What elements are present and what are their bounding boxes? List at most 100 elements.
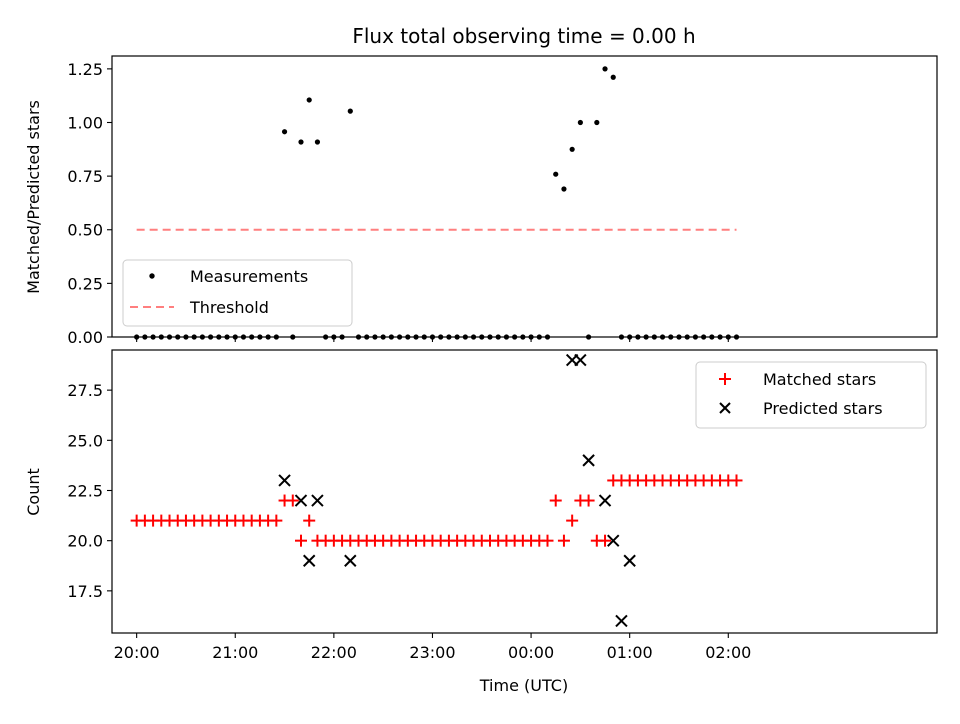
- matched-stars-point: [730, 474, 743, 487]
- x-tick-label: 22:00: [311, 643, 357, 662]
- predicted-stars-point: [311, 494, 324, 507]
- measurement-point: [495, 334, 501, 340]
- measurement-point: [733, 334, 740, 340]
- measurement-point: [224, 334, 230, 340]
- measurement-point: [643, 334, 649, 340]
- measurement-point: [520, 334, 526, 340]
- y-tick-label: 27.5: [67, 381, 103, 400]
- measurement-point: [413, 334, 419, 340]
- predicted-stars-point: [278, 474, 291, 487]
- measurement-point: [503, 334, 510, 340]
- legend-threshold-label: Threshold: [189, 298, 269, 317]
- measurement-point: [314, 139, 321, 145]
- legend-predicted-label: Predicted stars: [763, 399, 883, 418]
- y-tick-label: 0.50: [67, 221, 103, 240]
- measurement-point: [594, 119, 600, 126]
- legend-count: Matched stars Predicted stars: [695, 361, 927, 429]
- measurement-point: [479, 334, 485, 340]
- legend-ratio: Measurements Threshold: [122, 259, 353, 327]
- x-axis-label: Time (UTC): [479, 676, 568, 695]
- predicted-stars-point: [582, 454, 595, 467]
- measurement-point: [216, 334, 222, 340]
- measurement-point: [388, 334, 394, 340]
- measurement-point: [536, 334, 542, 340]
- measurement-point: [618, 334, 625, 340]
- measurement-point: [577, 119, 583, 126]
- predicted-stars-point: [574, 353, 587, 367]
- measurement-point: [306, 97, 312, 103]
- measurement-point: [150, 334, 156, 340]
- measurement-point: [553, 171, 559, 177]
- matched-stars-point: [303, 514, 316, 527]
- legend-measurements-label: Measurements: [190, 267, 308, 286]
- matched-stars-point: [541, 534, 554, 547]
- measurement-point: [692, 334, 699, 340]
- legend-matched-label: Matched stars: [763, 370, 876, 389]
- panel-count-frame: [111, 349, 938, 634]
- measurement-point: [446, 334, 452, 340]
- y-tick-label: 20.0: [67, 532, 103, 551]
- legend-count-box: [695, 361, 927, 429]
- x-tick-label: 00:00: [508, 643, 554, 662]
- measurement-point: [610, 74, 616, 80]
- measurement-point: [372, 334, 378, 340]
- y-tick-label: 0.75: [67, 167, 103, 186]
- measurement-point: [635, 334, 641, 340]
- predicted-stars-point: [344, 554, 357, 567]
- measurement-point: [240, 334, 247, 340]
- matched-stars-point: [549, 494, 562, 507]
- measurement-point: [561, 186, 567, 192]
- panel-count: 17.5 20.0 22.5 25.0 27.5 20:00 21:00 22:00 23:0…: [24, 349, 938, 695]
- measurement-point: [470, 334, 477, 340]
- matched-stars-point: [270, 514, 283, 527]
- measurement-point: [175, 334, 181, 340]
- measurement-point: [281, 129, 288, 135]
- panel-ratio: 0.00 0.25 0.50 0.75 1.00 1.25 Matched/Predict…: [24, 55, 938, 347]
- y-axis-label-count: Count: [24, 468, 43, 516]
- matched-stars-point: [582, 494, 595, 507]
- measurement-point: [659, 334, 666, 340]
- measurement-point: [462, 334, 468, 340]
- measurement-point: [355, 334, 362, 340]
- measurement-point: [265, 334, 271, 340]
- measurement-point: [585, 334, 592, 340]
- legend-measurements-marker: [149, 273, 155, 279]
- y-tick-label: 22.5: [67, 481, 103, 500]
- y-tick-label: 25.0: [67, 431, 103, 450]
- matched-stars-point: [286, 494, 299, 507]
- measurement-point: [421, 334, 427, 340]
- measurement-point: [249, 334, 255, 340]
- predicted-stars-point: [615, 614, 628, 628]
- matched-stars-point: [566, 514, 579, 527]
- x-tick-label: 23:00: [409, 643, 455, 662]
- measurement-point: [602, 66, 608, 72]
- measurement-point: [487, 334, 493, 340]
- measurement-point: [396, 334, 403, 340]
- predicted-stars-point: [303, 554, 316, 567]
- measurement-point: [257, 334, 263, 340]
- predicted-stars-point: [598, 494, 612, 507]
- measurement-point: [569, 146, 575, 152]
- y-tick-label: 1.25: [67, 60, 103, 79]
- measurement-point: [668, 334, 674, 340]
- measurement-point: [684, 334, 690, 340]
- measurement-point: [347, 108, 353, 114]
- measurement-point: [709, 334, 715, 340]
- measurement-point: [701, 334, 707, 340]
- measurement-point: [142, 334, 148, 340]
- measurement-point: [364, 334, 370, 340]
- measurement-point: [273, 334, 279, 340]
- y-tick-label: 0.25: [67, 274, 103, 293]
- chart-title: Flux total observing time = 0.00 h: [352, 24, 695, 48]
- x-tick-label: 02:00: [705, 643, 751, 662]
- measurement-point: [380, 334, 386, 340]
- predicted-stars-point: [623, 554, 636, 567]
- measurement-point: [676, 334, 682, 340]
- measurement-point: [405, 334, 411, 340]
- y-tick-label: 0.00: [67, 328, 103, 347]
- measurement-point: [438, 334, 444, 340]
- measurement-point: [339, 334, 345, 340]
- measurement-point: [323, 334, 329, 340]
- legend-ratio-box: [122, 259, 353, 327]
